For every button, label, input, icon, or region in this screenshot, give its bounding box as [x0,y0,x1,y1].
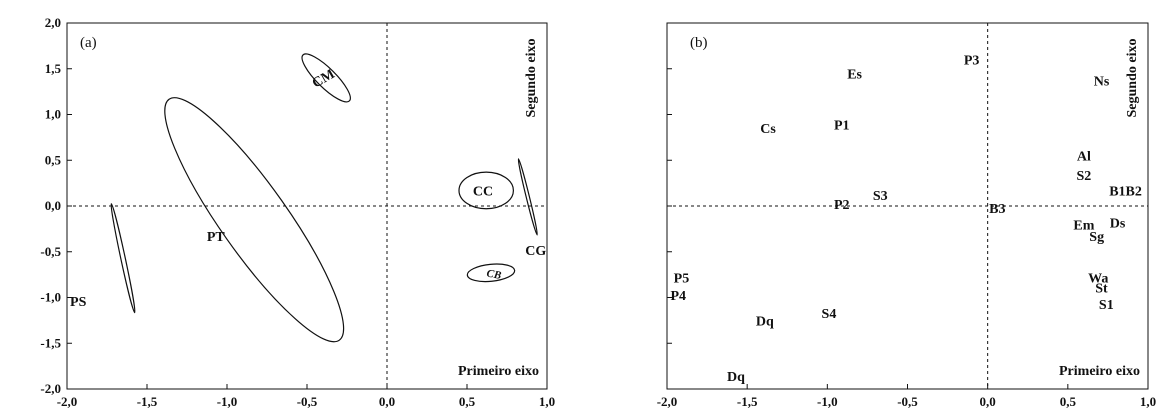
point-label: S1 [1099,298,1114,313]
point-label: Dq [756,314,774,329]
ellipse-cb [466,263,516,283]
panel-a: -2,0 -1,5 -1,0 -0,5 0,0 0,5 1,0 2,0 1,5 1,0 0,5 0,0… [40,15,555,409]
y-tick-label: -2,0 [40,381,61,396]
y-tick-label: 1,5 [45,61,62,76]
x-tick-label: 0,5 [459,394,476,409]
point-label: P1 [834,119,850,134]
y-tick-label: 1,0 [45,107,61,122]
point-label: Ds [1110,216,1126,231]
x-tick-label: 0,0 [379,394,395,409]
x-axis-title: Primeiro eixo [458,364,539,379]
x-axis-title: Primeiro eixo [1059,364,1140,379]
ellipse-ps [110,203,136,314]
y-tick-label: -0,5 [40,244,61,259]
x-tick-label: 0,5 [1060,394,1077,409]
panel-b: -2,0 -1,5 -1,0 -0,5 0,0 0,5 1,0 (b) Segundo eixo… [657,22,1156,409]
point-label: Ns [1094,75,1110,90]
point-label: B3 [989,202,1005,217]
ellipse-cm [301,53,351,103]
x-tick-label: -1,0 [817,394,838,409]
point-label: CC [473,184,493,199]
point-label: St [1095,281,1108,296]
x-tick-label: -2,0 [657,394,678,409]
x-tick-label: -0,5 [297,394,318,409]
point-label: CG [525,244,546,259]
point-label: P4 [670,289,686,304]
point-label: PT [207,230,226,245]
y-tick-label: -1,0 [40,290,61,305]
y-tick-label: 2,0 [45,15,61,30]
point-label: Wa [1088,271,1108,286]
y-axis-title: Segundo eixo [1125,39,1140,118]
point-label: Al [1077,150,1091,165]
x-tick-label: -1,5 [137,394,158,409]
y-tick-label: -1,5 [40,335,61,350]
point-label: S2 [1076,169,1091,184]
point-label: S4 [822,307,837,322]
panel-tag: (a) [80,35,97,51]
x-tick-label: -1,0 [217,394,238,409]
y-axis-title: Segundo eixo [524,39,539,118]
ellipse-cc [458,171,515,210]
point-label: Cs [760,122,776,137]
point-label: Dq [727,370,745,385]
x-tick-label: 0,0 [980,394,996,409]
point-label: P2 [834,198,850,213]
x-tick-label: -1,5 [737,394,758,409]
panel-tag: (b) [690,35,708,51]
ellipse-pt [164,97,345,343]
point-label: P3 [964,54,980,69]
point-label: S3 [873,189,888,204]
point-label: PS [70,295,87,310]
x-tick-label: 1,0 [539,394,555,409]
point-label: P5 [674,271,690,286]
y-tick-label: 0,0 [45,198,61,213]
x-tick-label: 1,0 [1140,394,1156,409]
ellipse-cg [517,158,538,236]
point-label: B1B2 [1109,184,1142,199]
point-label: CB [486,268,503,282]
point-label: CM [310,67,338,92]
y-tick-label: 0,5 [45,152,62,167]
x-tick-label: -2,0 [57,394,78,409]
x-tick-label: -0,5 [897,394,918,409]
point-label: Sg [1089,230,1104,245]
point-label: Es [847,67,862,82]
point-label: Em [1073,218,1094,233]
